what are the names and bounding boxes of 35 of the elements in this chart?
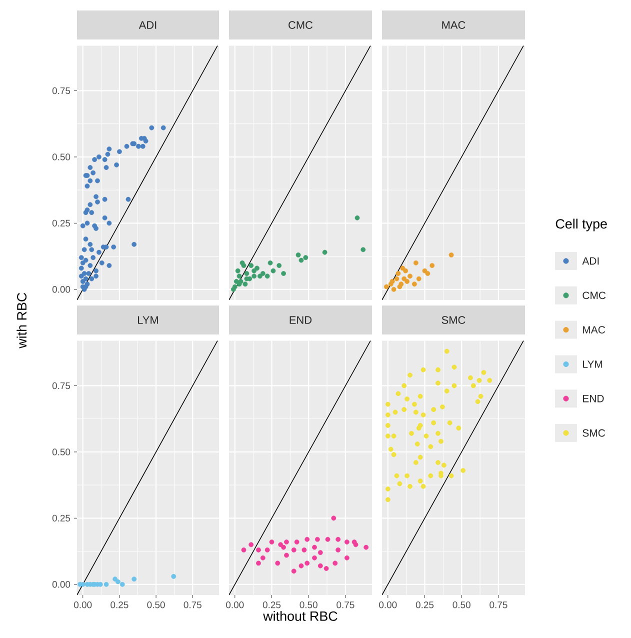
y-tick-label: 0.50 [52,154,70,160]
y-tick-label: 0.75 [52,382,70,390]
x-tick-label: 0.25 [262,602,281,608]
legend-label: MAC [583,326,606,334]
x-tick-label: 0.50 [452,602,470,608]
x-tick-label: 0.00 [74,602,92,608]
y-tick-label: 0.75 [52,87,70,94]
x-tick-label: 0.75 [336,602,354,608]
x-tick-label: 0.00 [226,602,244,608]
chart-title: CMC [288,21,313,29]
x-axis-title: without RBC [263,611,338,621]
chart-title: MAC [442,21,466,29]
y-axis-title: with RBC [16,292,27,348]
y-tick-label: 0.25 [52,514,70,522]
legend-label: SMC [582,429,606,437]
chart-title: ADI [138,21,156,29]
y-tick-label: 0.25 [52,220,70,227]
legend-title: Cell type [556,218,607,232]
chart-title: LYM [138,316,158,324]
x-tick-label: 0.00 [379,602,397,608]
x-tick-label: 0.75 [490,602,508,608]
legend-label: END [583,395,604,402]
legend-label: ADI [582,257,599,265]
y-tick-label: 0.00 [52,286,70,293]
y-tick-label: 0.50 [52,448,70,456]
y-tick-label: 0.00 [52,581,70,588]
x-tick-label: 0.25 [416,602,434,608]
legend-label: CMC [582,292,606,300]
x-tick-label: 0.50 [300,602,318,608]
x-tick-label: 0.25 [110,602,128,608]
x-tick-label: 0.50 [147,602,165,608]
x-tick-label: 0.75 [184,602,202,608]
chart-title: END [290,316,312,324]
chart-title: SMC [442,316,466,324]
legend-label: LYM [583,360,602,368]
